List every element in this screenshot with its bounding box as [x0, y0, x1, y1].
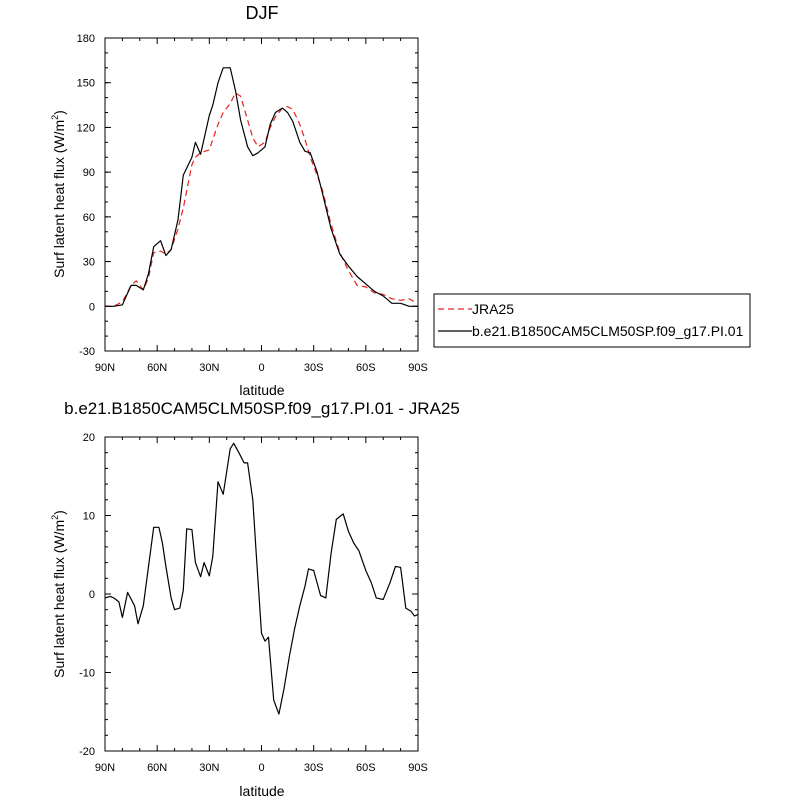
- bottom-y-tick-label: 20: [83, 432, 95, 444]
- top-x-tick-label: 90N: [95, 362, 115, 374]
- top-y-axis-label-main: Surf latent heat flux (W/m: [51, 120, 67, 278]
- bottom-x-tick-label: 60S: [356, 762, 376, 774]
- bottom-y-tick-label: -20: [79, 746, 95, 758]
- bottom-y-axis-label-superscript: 2: [50, 515, 60, 520]
- legend-box: [433, 293, 751, 348]
- bottom-plot-frame: [104, 436, 419, 752]
- top-x-tick-label: 30N: [199, 362, 219, 374]
- top-x-tick-label: 30S: [304, 362, 324, 374]
- legend-jra25-label: JRA25: [472, 301, 514, 317]
- top-y-tick-label: 30: [83, 257, 95, 269]
- top-y-tick-label: 120: [77, 122, 95, 134]
- bottom-x-tick-label: 30N: [199, 762, 219, 774]
- top-x-axis-label: latitude: [239, 382, 284, 398]
- bottom-x-tick-label: 90N: [95, 762, 115, 774]
- bottom-y-tick-label: -10: [79, 668, 95, 680]
- top-y-tick-label: 0: [89, 301, 95, 313]
- bottom-series-line-difference: [104, 442, 419, 715]
- bottom-y-axis-label-main: Surf latent heat flux (W/m: [51, 520, 67, 678]
- bottom-x-tick-label: 90S: [408, 762, 428, 774]
- top-x-tick-label: 90S: [408, 362, 428, 374]
- bottom-x-tick-label: 30S: [304, 762, 324, 774]
- bottom-panel: b.e21.B1850CAM5CLM50SP.f09_g17.PI.01 - J…: [50, 399, 460, 799]
- bottom-y-axis-label: Surf latent heat flux (W/m2): [50, 510, 67, 678]
- bottom-y-tick-label: 10: [83, 511, 95, 523]
- top-chart-title: DJF: [246, 3, 279, 23]
- top-x-tick-label: 0: [258, 362, 264, 374]
- top-y-tick-label: 150: [77, 78, 95, 90]
- top-y-axis-label-tail: ): [51, 110, 67, 115]
- top-plot-area: 90N 60N 30N 0 30S 60S 90S -30 0 30 60 90 120 150 180: [77, 33, 428, 374]
- bottom-plot-area: 90N 60N 30N 0 30S 60S 90S -20 -10 0 10 20: [79, 432, 428, 774]
- top-series-line-b-e21-b1850cam5clm50sp-f09-g17-pi-01: [105, 67, 418, 307]
- bottom-x-tick-label: 60N: [147, 762, 167, 774]
- top-x-tick-label: 60N: [147, 362, 167, 374]
- top-y-tick-label: 180: [77, 33, 95, 45]
- top-plot-frame: [104, 37, 419, 352]
- top-x-tick-label: 60S: [356, 362, 376, 374]
- top-panel: DJF 90N 60N 30N 0 30S 60S 90S -30 0 30 60 90 120 150 1…: [50, 3, 428, 398]
- top-series-line-jra25: [105, 92, 419, 307]
- legend: JRA25 b.e21.B1850CAM5CLM50SP.f09_g17.PI.…: [433, 293, 751, 348]
- bottom-y-tick-label: 0: [89, 589, 95, 601]
- top-y-axis-label: Surf latent heat flux (W/m2): [50, 110, 67, 278]
- bottom-x-axis-label: latitude: [239, 783, 284, 799]
- top-y-tick-label: 60: [83, 212, 95, 224]
- bottom-y-axis-label-tail: ): [51, 510, 67, 515]
- top-y-tick-label: -30: [79, 346, 95, 358]
- top-y-axis-label-superscript: 2: [50, 115, 60, 120]
- bottom-x-tick-label: 0: [258, 762, 264, 774]
- top-y-tick-label: 90: [83, 167, 95, 179]
- legend-model-label: b.e21.B1850CAM5CLM50SP.f09_g17.PI.01: [472, 323, 744, 339]
- bottom-chart-title: b.e21.B1850CAM5CLM50SP.f09_g17.PI.01 - J…: [64, 399, 460, 418]
